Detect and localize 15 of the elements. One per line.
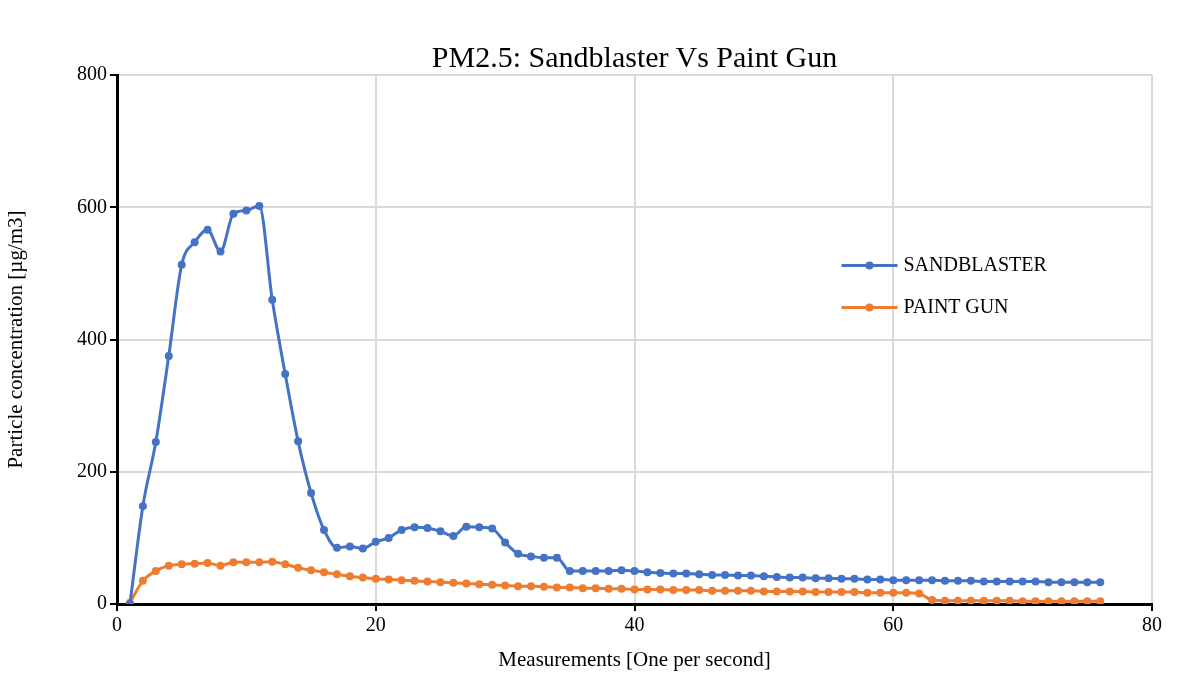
y-axis-title: Particle concentration [µg/m3] <box>3 210 28 469</box>
x-tick-label: 80 <box>1142 613 1162 636</box>
chart-title: PM2.5: Sandblaster Vs Paint Gun <box>431 40 838 73</box>
y-tick-label: 200 <box>77 459 107 481</box>
x-axis-title: Measurements [One per second] <box>498 646 771 671</box>
legend-label: PAINT GUN <box>903 294 1009 317</box>
x-tick-label: 0 <box>112 613 122 636</box>
y-tick-label: 800 <box>77 62 107 85</box>
x-tick-label: 20 <box>365 613 386 636</box>
y-tick-label: 0 <box>97 591 107 614</box>
legend-label: SANDBLASTER <box>903 252 1048 275</box>
x-tick-label: 60 <box>883 613 904 636</box>
y-tick-label: 600 <box>77 194 107 217</box>
x-tick-label: 40 <box>624 613 645 636</box>
y-tick-label: 400 <box>77 326 107 349</box>
